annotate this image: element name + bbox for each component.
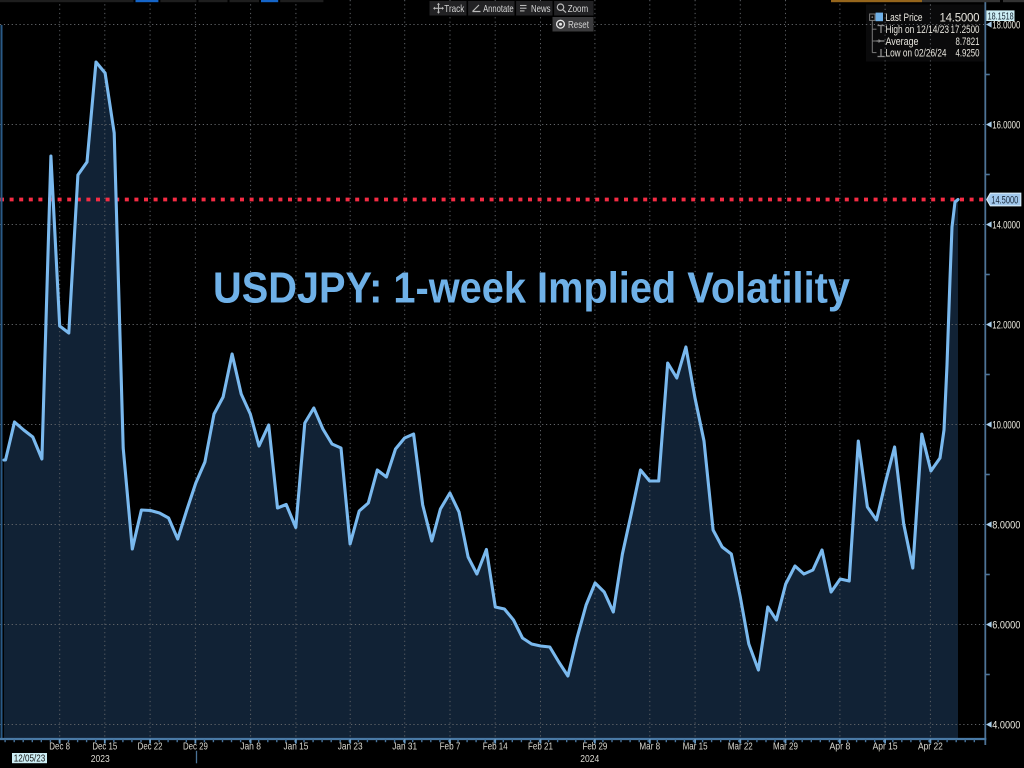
svg-text:Feb 7: Feb 7 — [440, 741, 461, 753]
svg-text:17.2500: 17.2500 — [951, 24, 980, 36]
svg-text:Annotate: Annotate — [483, 3, 514, 15]
svg-text:Jan 8: Jan 8 — [240, 741, 261, 753]
svg-text:Dec 15: Dec 15 — [92, 741, 117, 753]
svg-text:Mar 22: Mar 22 — [728, 741, 753, 753]
svg-text:8.7821: 8.7821 — [956, 36, 980, 48]
svg-text:2024: 2024 — [580, 753, 599, 765]
svg-text:4.9250: 4.9250 — [956, 48, 980, 60]
svg-text:Dec 29: Dec 29 — [183, 741, 208, 753]
svg-text:2023: 2023 — [91, 753, 110, 765]
svg-text:12/05/23: 12/05/23 — [14, 753, 46, 764]
svg-text:6.0000: 6.0000 — [992, 620, 1020, 632]
svg-text:Last Price: Last Price — [886, 12, 923, 24]
svg-text:18.0000: 18.0000 — [992, 20, 1020, 32]
svg-text:Dec 22: Dec 22 — [138, 741, 163, 753]
svg-text:Mar 29: Mar 29 — [773, 741, 798, 753]
svg-text:USDJPY: 1-week Implied Volatil: USDJPY: 1-week Implied Volatility — [213, 263, 850, 312]
svg-text:10.0000: 10.0000 — [992, 420, 1020, 432]
svg-text:12.0000: 12.0000 — [992, 320, 1020, 332]
svg-text:Mar 15: Mar 15 — [683, 741, 708, 753]
svg-text:Jan 15: Jan 15 — [283, 741, 308, 753]
svg-text:Apr 8: Apr 8 — [830, 741, 851, 753]
svg-text:Apr 22: Apr 22 — [918, 741, 943, 753]
svg-text:18.1518: 18.1518 — [988, 11, 1014, 22]
svg-text:Low on 02/26/24: Low on 02/26/24 — [886, 48, 947, 60]
svg-text:Jan 31: Jan 31 — [392, 741, 417, 753]
svg-text:Zoom: Zoom — [568, 3, 589, 15]
svg-text:4.0000: 4.0000 — [992, 720, 1020, 732]
svg-text:Apr 15: Apr 15 — [873, 741, 898, 753]
svg-text:14.5000: 14.5000 — [940, 12, 980, 24]
svg-text:Average: Average — [886, 36, 919, 48]
svg-text:Feb 29: Feb 29 — [582, 741, 607, 753]
svg-text:Reset: Reset — [568, 19, 589, 31]
svg-text:News: News — [531, 3, 551, 15]
svg-text:16.0000: 16.0000 — [992, 120, 1020, 132]
svg-text:Mar 8: Mar 8 — [639, 741, 660, 753]
svg-text:Dec 8: Dec 8 — [49, 741, 70, 753]
svg-text:14.5000: 14.5000 — [991, 195, 1018, 207]
svg-text:Jan 23: Jan 23 — [338, 741, 363, 753]
svg-text:High on 12/14/23: High on 12/14/23 — [886, 24, 950, 36]
svg-text:Track: Track — [444, 3, 465, 15]
svg-text:Feb 14: Feb 14 — [483, 741, 508, 753]
svg-text:8.0000: 8.0000 — [992, 520, 1020, 532]
svg-text:14.0000: 14.0000 — [992, 220, 1020, 232]
svg-text:Feb 21: Feb 21 — [528, 741, 553, 753]
